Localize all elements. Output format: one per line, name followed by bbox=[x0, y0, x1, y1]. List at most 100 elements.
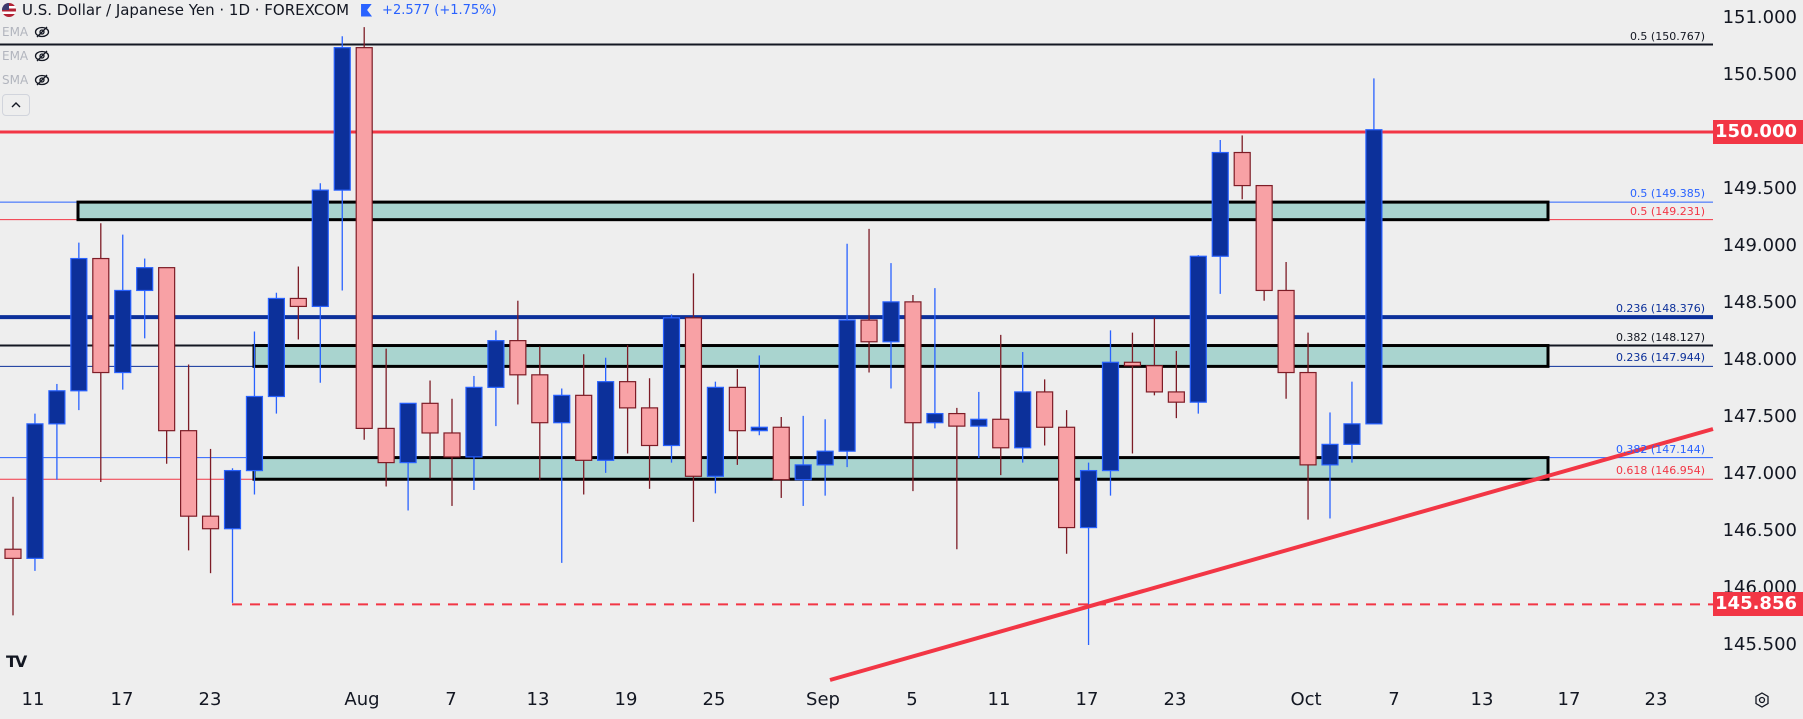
bear-candle bbox=[509, 300, 527, 405]
time-axis-label: 5 bbox=[906, 689, 918, 710]
fib-level-label: 0.236 (147.944) bbox=[1615, 351, 1705, 365]
bull-candle bbox=[1365, 78, 1383, 425]
bear-candle bbox=[1057, 410, 1076, 554]
indicator-ema-1[interactable]: EMA bbox=[0, 20, 497, 44]
indicator-sma[interactable]: SMA bbox=[0, 68, 497, 92]
bear-candle bbox=[684, 273, 703, 522]
fib-level-label: 0.5 (150.767) bbox=[1629, 29, 1705, 43]
usd-jpy-flag-icon bbox=[2, 3, 16, 17]
time-axis-label: 23 bbox=[1644, 689, 1668, 710]
time-axis-label: 13 bbox=[1470, 689, 1494, 710]
price-tag: 145.856 bbox=[1713, 592, 1803, 617]
bull-candle bbox=[1189, 255, 1207, 414]
bear-candle bbox=[575, 354, 593, 495]
bear-candle bbox=[421, 380, 439, 479]
bear-candle bbox=[180, 364, 198, 551]
bear-candle bbox=[640, 378, 659, 489]
drawing-overlays[interactable] bbox=[232, 427, 1714, 682]
bear-candle bbox=[531, 346, 549, 480]
fib-level-label: 0.5 (149.385) bbox=[1629, 187, 1705, 201]
bear-candle bbox=[289, 266, 307, 340]
bear-candle bbox=[1255, 184, 1273, 301]
bull-candle bbox=[1211, 139, 1229, 294]
bull-candle bbox=[838, 243, 856, 468]
time-axis-label: 23 bbox=[198, 689, 222, 710]
bear-candle bbox=[1036, 379, 1054, 446]
bookmark-flag-icon[interactable] bbox=[361, 3, 373, 17]
bear-candle bbox=[728, 369, 746, 465]
eye-crossed-icon[interactable] bbox=[34, 50, 50, 62]
price-axis-label: 145.500 bbox=[1722, 634, 1797, 655]
price-tag: 150.000 bbox=[1713, 120, 1803, 144]
time-axis-label: 17 bbox=[110, 689, 134, 710]
bear-candle bbox=[355, 27, 373, 440]
bull-candle bbox=[882, 263, 900, 389]
eye-crossed-icon[interactable] bbox=[34, 26, 50, 38]
time-axis-label: Aug bbox=[344, 689, 380, 710]
bear-candle bbox=[618, 345, 637, 454]
price-axis-label: 146.500 bbox=[1722, 520, 1797, 541]
bear-candle bbox=[1145, 317, 1164, 396]
bull-candle bbox=[223, 468, 242, 603]
bull-candle bbox=[1014, 352, 1032, 463]
fib-level-label: 0.618 (146.954) bbox=[1615, 464, 1705, 478]
fib-level-label: 0.5 (149.231) bbox=[1629, 204, 1705, 218]
time-axis-label: 11 bbox=[987, 689, 1011, 710]
bear-candle bbox=[1277, 261, 1295, 399]
settings-gear-icon[interactable] bbox=[1754, 692, 1770, 708]
fib-level-label: 0.382 (148.127) bbox=[1615, 330, 1705, 344]
bull-candle bbox=[926, 288, 944, 429]
bear-candle bbox=[1233, 135, 1251, 200]
bull-candle bbox=[1321, 412, 1339, 519]
price-zone-rectangle[interactable] bbox=[76, 200, 1550, 222]
bear-candle bbox=[904, 295, 922, 492]
bull-candle bbox=[597, 357, 615, 473]
indicator-name: EMA bbox=[2, 49, 29, 63]
bull-candle bbox=[662, 314, 681, 463]
bear-candle bbox=[1299, 332, 1317, 520]
price-zone-rectangle[interactable] bbox=[252, 344, 1550, 368]
price-axis-label: 147.500 bbox=[1722, 406, 1797, 427]
bear-candle bbox=[1167, 350, 1185, 419]
time-axis-label: 17 bbox=[1075, 689, 1099, 710]
price-axis-label: 149.500 bbox=[1722, 178, 1797, 199]
bull-candle bbox=[311, 183, 329, 383]
eye-crossed-icon[interactable] bbox=[34, 74, 50, 86]
bear-candle bbox=[443, 398, 461, 506]
chart-legend: U.S. Dollar / Japanese Yen · 1D · FOREXC… bbox=[0, 0, 497, 116]
bull-candle bbox=[333, 36, 351, 291]
bull-candle bbox=[70, 242, 88, 411]
time-axis-label: 7 bbox=[1388, 689, 1400, 710]
support-resistance-zones[interactable] bbox=[76, 200, 1550, 481]
bull-candle bbox=[487, 330, 505, 427]
indicator-ema-2[interactable]: EMA bbox=[0, 44, 497, 68]
bull-candle bbox=[970, 391, 988, 459]
time-axis-label: 23 bbox=[1163, 689, 1187, 710]
time-axis-label: Oct bbox=[1290, 689, 1322, 710]
fib-level-label: 0.382 (147.144) bbox=[1615, 442, 1705, 456]
bear-candle bbox=[4, 496, 22, 616]
time-axis-label: 17 bbox=[1557, 689, 1581, 710]
bull-candle bbox=[48, 383, 66, 480]
tradingview-logo-icon[interactable]: TV bbox=[6, 652, 27, 671]
price-axis-label: 148.500 bbox=[1722, 292, 1797, 313]
price-zone-rectangle[interactable] bbox=[252, 456, 1550, 481]
bull-candle bbox=[399, 402, 417, 511]
chevron-up-icon bbox=[11, 102, 21, 108]
collapse-legend-button[interactable] bbox=[2, 94, 30, 116]
bull-candle bbox=[706, 381, 725, 494]
price-axis-label: 148.000 bbox=[1722, 349, 1797, 370]
ascending-trendline[interactable] bbox=[829, 427, 1714, 682]
symbol-title: U.S. Dollar / Japanese Yen · 1D · FOREXC… bbox=[22, 1, 350, 19]
bear-candle bbox=[201, 448, 220, 574]
symbol-header[interactable]: U.S. Dollar / Japanese Yen · 1D · FOREXC… bbox=[0, 0, 497, 20]
indicator-name: EMA bbox=[2, 25, 29, 39]
bear-candle bbox=[948, 407, 966, 550]
bear-candle bbox=[772, 417, 790, 498]
bear-candle bbox=[1123, 332, 1142, 454]
bull-candle bbox=[26, 413, 44, 571]
bear-candle bbox=[860, 228, 878, 373]
bull-candle bbox=[1343, 381, 1361, 463]
bull-candle bbox=[136, 258, 154, 339]
